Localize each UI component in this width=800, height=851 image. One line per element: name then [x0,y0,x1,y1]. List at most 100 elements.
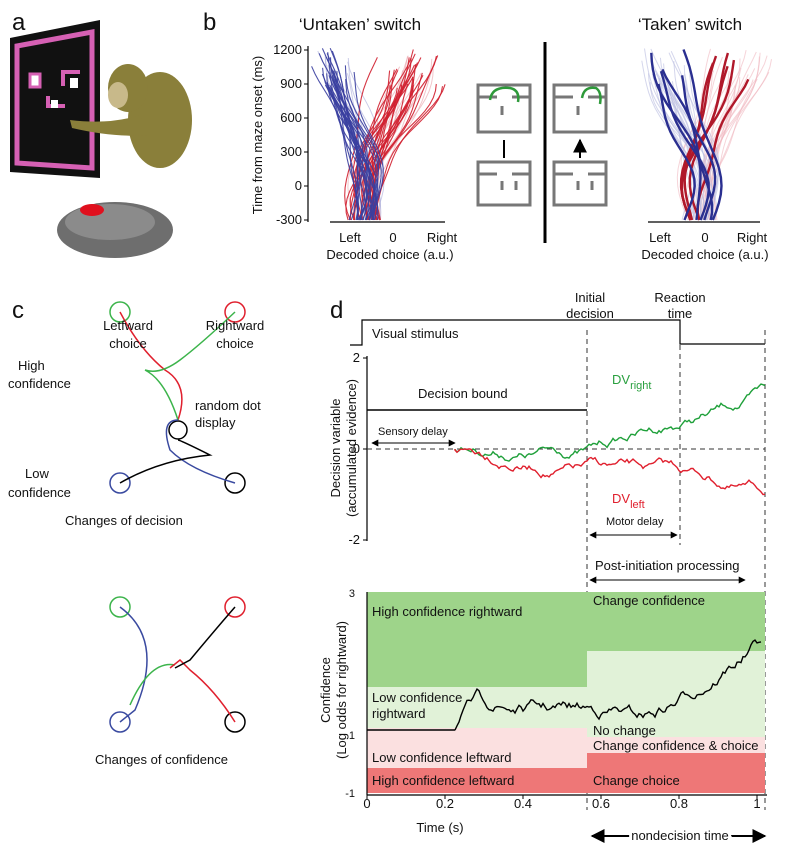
y-ticks: 1200 900 600 300 0 -300 [273,42,308,227]
rect-shape [28,72,42,89]
label: Rightward [206,318,265,333]
label: display [195,415,236,430]
label: High [18,358,45,373]
ellipse-shape [108,82,128,108]
y-axis-title: Decision variable [328,399,343,498]
region-label: Change confidence & choice [593,738,759,753]
annotation: Sensory delay [378,426,448,438]
path-shape [476,160,532,207]
path-shape [503,140,580,158]
rect-shape [367,592,587,687]
path-shape [70,115,150,136]
annotation: Decision bound [418,386,508,401]
trace [680,75,717,221]
y-tick-label: 600 [280,110,302,125]
dv-sub: right [630,380,651,392]
path-shape [580,86,602,105]
path-shape [552,160,608,207]
x-tick-label: 0.4 [514,796,532,811]
trace [328,86,368,221]
y-tick-label: -1 [345,788,355,800]
dv-label: DVleft [612,491,645,511]
rect-shape [51,100,58,108]
path-shape [119,311,183,421]
label: confidence [8,485,71,500]
trace [657,83,696,221]
annotation: decision [566,306,614,321]
dv-ticks: 2 0 -2 [348,350,367,547]
y-axis-title: (accumulated evidence) [344,379,359,517]
polygon-shape [14,28,95,171]
label: choice [216,336,254,351]
traces-untaken [311,47,446,221]
panel-title: ‘Taken’ switch [638,15,742,34]
y-axis-title: (Log odds for rightward) [334,621,349,759]
circle-shape [224,596,246,618]
rect-shape [587,737,765,753]
dv-label: DVright [612,372,651,392]
trace [684,74,719,221]
trace [326,73,368,221]
circle-shape [109,711,131,733]
x-tick-label: 0.6 [592,796,610,811]
panel-label: a [12,9,26,36]
x-tick-label: 0.8 [670,796,688,811]
region-label: High confidence rightward [372,604,522,619]
x-tick-label: Right [737,230,768,245]
y-tick-label: 1 [349,730,355,742]
caption: Changes of confidence [95,752,228,767]
path-shape [119,606,148,723]
trace [330,87,375,221]
trace [701,71,770,221]
label: confidence [8,376,71,391]
region-label: No change [593,723,656,738]
path-shape [144,311,236,421]
circle-shape [109,301,131,323]
caption: Changes of decision [65,513,183,528]
path-shape [165,419,236,484]
y-tick-label: 0 [295,178,302,193]
path-shape [552,83,608,134]
path-shape [119,439,213,484]
x-axis-title: Decoded choice (a.u.) [641,247,768,262]
confidence-regions [367,592,765,793]
label: random dot [195,398,261,413]
y-tick-label: 2 [353,350,360,365]
rect-shape [70,78,78,88]
confidence-diagram [109,301,246,733]
y-tick-label: 900 [280,76,302,91]
annotation: nondecision time [631,828,729,843]
annotation: Motor delay [606,516,664,528]
stimulus-trace [350,319,765,346]
x-tick-label: 0 [389,230,396,245]
x-ticks: 0 0.2 0.4 0.6 0.8 1 [363,795,761,811]
region-label: High confidence leftward [372,773,514,788]
dv-main: DV [612,372,630,387]
path-shape [129,663,176,706]
rect-shape [587,753,765,793]
path-shape [169,658,236,723]
panel-label: c [12,297,24,324]
dv-trace [454,383,766,462]
ellipse-shape [80,204,104,216]
region-label: Change confidence [593,593,705,608]
panel-label: d [330,297,343,324]
circle-shape [109,472,131,494]
y-axis-title: Confidence [318,657,333,723]
x-axis-title: Time (s) [416,820,463,835]
trace [663,81,698,221]
rect-shape [367,768,587,793]
x-tick-label: 1 [753,796,760,811]
y-tick-label: -2 [348,532,360,547]
annotation: time [668,306,693,321]
annotation: Visual stimulus [372,326,459,341]
trace [702,55,768,221]
trace [361,70,399,221]
path-shape [46,70,80,108]
panel-label: b [203,9,216,36]
x-tick-label: 0 [701,230,708,245]
rect-shape [367,728,587,768]
region-label: Low confidence [372,690,462,705]
y-tick-label: 300 [280,144,302,159]
